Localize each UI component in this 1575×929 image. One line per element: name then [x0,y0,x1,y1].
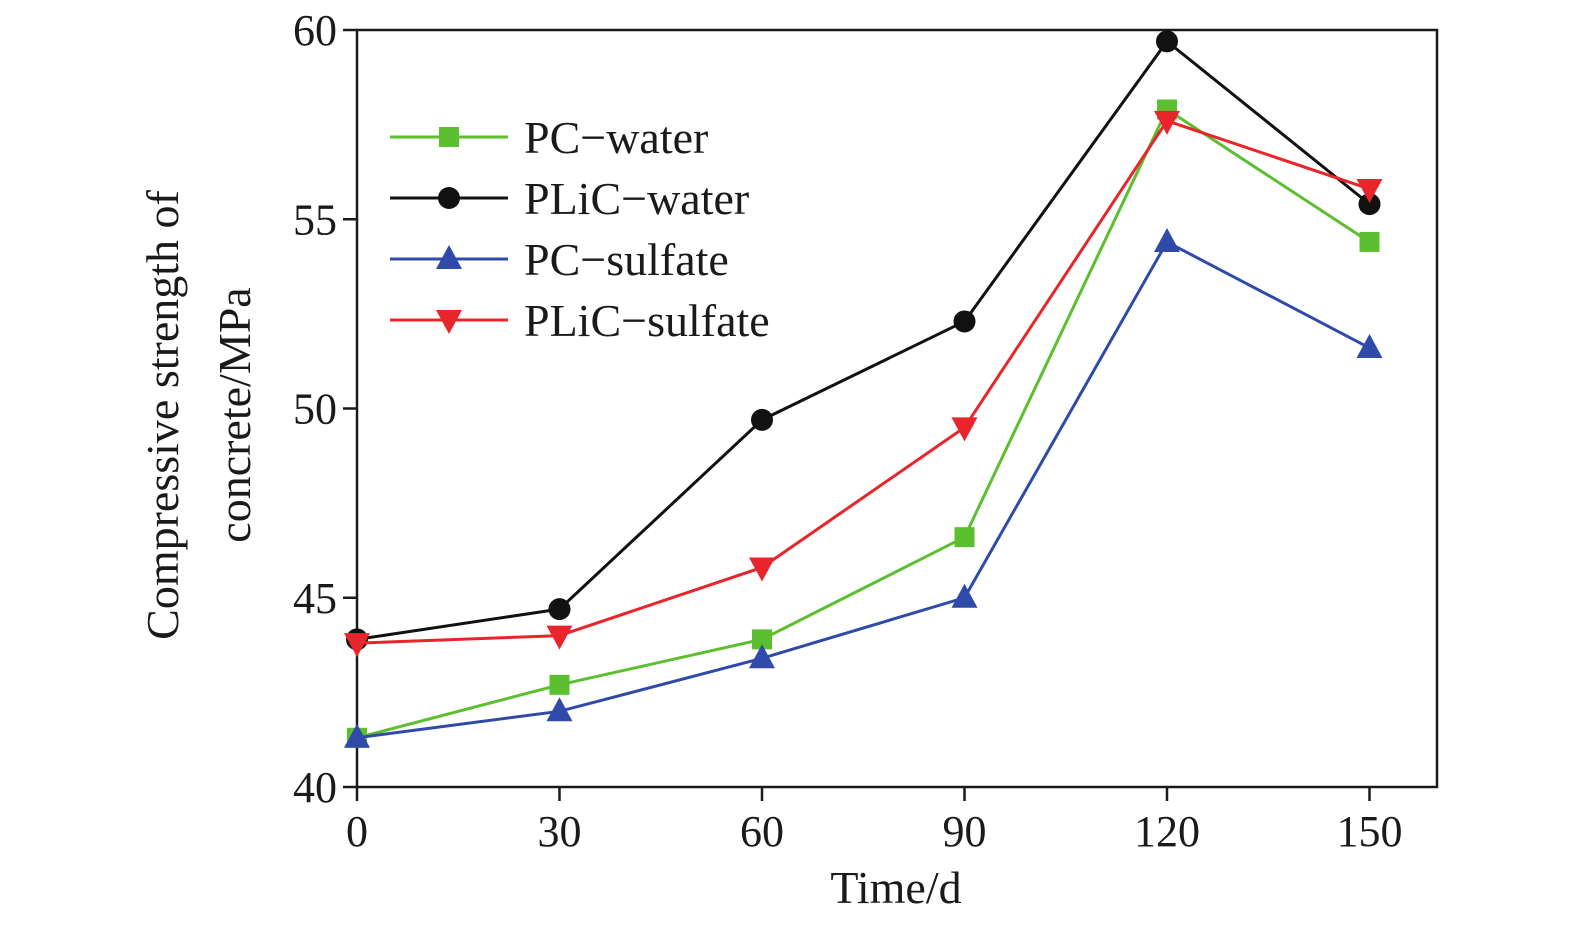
x-tick-label: 30 [538,807,582,856]
legend-item-plic-sulfate: PLiC−sulfate [390,295,770,346]
data-point [546,697,573,722]
data-point [751,408,773,431]
legend-item-pc-sulfate: PC−sulfate [390,234,729,285]
y-tick-label: 60 [293,6,337,55]
y-tick-label: 55 [293,195,337,244]
legend-marker [438,187,460,209]
y-tick-label: 45 [293,574,337,623]
legend: PC−water PLiC−water PC−sulfate PLiC−sulfate [390,112,770,346]
data-point [1358,193,1381,216]
data-point [749,644,775,669]
data-point [1356,178,1383,203]
legend-marker [436,310,462,334]
data-point [1356,333,1383,358]
legend-item-plic-water: PLiC−water [390,173,749,224]
y-tick-label: 40 [293,763,337,812]
data-point [1154,227,1180,252]
series-pc-sulfate [344,227,1383,748]
data-point [752,629,772,650]
series-plic-water [346,30,1381,651]
y-axis-label-line-2: concrete/MPa [209,287,260,542]
data-point [549,674,570,695]
data-point [548,598,571,621]
x-tick-label: 120 [1134,807,1200,856]
series-line [356,119,1370,645]
legend-marker [439,127,459,147]
series-layer [344,30,1383,748]
data-point [749,557,775,582]
legend-label: PLiC−sulfate [524,295,770,346]
x-tick-label: 0 [346,807,368,856]
plot-axes: 0 30 60 90 120 150 40 45 50 55 60 [293,6,1439,856]
legend-item-pc-water: PC−water [390,112,708,163]
series-line [356,239,1371,740]
legend-marker [436,245,462,269]
data-point [951,583,978,608]
y-axis-label-line-1: Compressive strength of [137,189,188,639]
legend-label: PLiC−water [524,173,749,224]
data-point [344,633,370,658]
data-point [951,417,978,442]
x-tick-label: 90 [943,807,987,856]
data-point [1359,231,1380,252]
legend-label: PC−sulfate [524,234,729,285]
data-point [344,723,370,748]
data-point [954,527,975,548]
legend-label: PC−water [524,112,708,163]
data-point [1154,110,1180,135]
x-axis-label: Time/d [830,862,961,913]
series-line [356,107,1371,740]
data-point [953,310,976,333]
plot-frame [355,28,1439,789]
series-plic-sulfate [344,110,1383,658]
data-point [1156,30,1178,53]
y-axis-label: Compressive strength of concrete/MPa [137,189,260,639]
series-line [356,39,1371,641]
data-point [546,625,573,650]
x-tick-label: 60 [740,807,784,856]
x-tick-label: 150 [1337,807,1403,856]
y-tick-label: 50 [293,385,337,434]
